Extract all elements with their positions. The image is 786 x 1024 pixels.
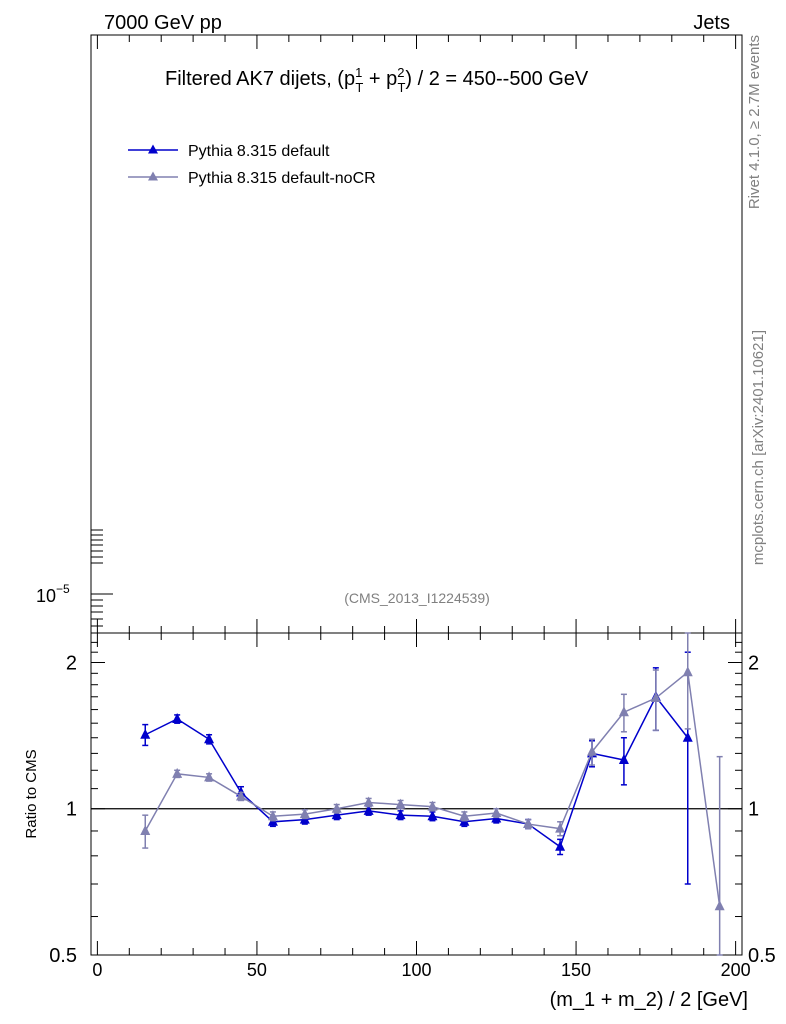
energy-label: 7000 GeV pp xyxy=(104,12,222,34)
legend-label-default: Pythia 8.315 default xyxy=(188,143,330,160)
ratio-panel-frame xyxy=(90,632,743,956)
data-point xyxy=(714,900,725,911)
mcplots-label: mcplots.cern.ch [arXiv:2401.10621] xyxy=(750,330,767,565)
y-tick-label-left: 2 xyxy=(66,652,77,674)
main-y-tick-label: 10−5 xyxy=(36,582,70,606)
data-point xyxy=(331,802,342,813)
data-point xyxy=(618,753,629,764)
data-point xyxy=(618,706,629,717)
process-label: Jets xyxy=(693,12,730,34)
data-point xyxy=(491,807,502,818)
series-line xyxy=(144,670,721,907)
data-point xyxy=(682,731,693,742)
legend-entry-default: Pythia 8.315 default xyxy=(128,143,330,160)
series-group xyxy=(140,632,725,956)
y-tick-label-right: 0.5 xyxy=(748,945,776,967)
x-tick-label: 200 xyxy=(721,960,751,980)
x-tick-label: 50 xyxy=(247,960,267,980)
data-point xyxy=(555,840,566,851)
title-sup-2: 2 xyxy=(397,65,404,80)
title-sub-1: T xyxy=(355,80,363,95)
data-point xyxy=(523,818,534,829)
y-tick-label-right: 2 xyxy=(748,652,759,674)
rivet-label: Rivet 4.1.0, ≥ 2.7M events xyxy=(746,35,763,209)
data-point xyxy=(204,771,215,782)
legend: Pythia 8.315 default Pythia 8.315 defaul… xyxy=(128,143,376,187)
legend-label-nocr: Pythia 8.315 default-noCR xyxy=(188,170,376,187)
plot-title: Filtered AK7 dijets, (p1 T + p2 T) / 2 = 4… xyxy=(165,65,589,95)
x-tick-label: 0 xyxy=(92,960,102,980)
legend-marker-default xyxy=(148,144,158,154)
data-point xyxy=(555,822,566,833)
title-sub-2: T xyxy=(397,80,405,95)
y-tick-label-left: 0.5 xyxy=(49,945,77,967)
series-1 xyxy=(140,632,725,956)
y-tick-label-right: 1 xyxy=(748,799,759,821)
data-point xyxy=(235,790,246,801)
data-point xyxy=(267,810,278,821)
ratio-ylabel: Ratio to CMS xyxy=(23,749,40,838)
data-point xyxy=(363,804,374,815)
data-point xyxy=(395,798,406,809)
data-point xyxy=(140,824,151,835)
x-tick-label: 150 xyxy=(561,960,591,980)
data-point xyxy=(395,809,406,820)
y-tick-label-left: 1 xyxy=(66,799,77,821)
main-y-ticks xyxy=(91,529,113,627)
data-point xyxy=(682,666,693,677)
series-line xyxy=(144,695,689,848)
data-point xyxy=(331,809,342,820)
data-point xyxy=(587,745,598,756)
data-point xyxy=(363,796,374,807)
data-point xyxy=(204,733,215,744)
title-sup-1: 1 xyxy=(355,65,362,80)
analysis-label: (CMS_2013_I1224539) xyxy=(344,590,490,606)
data-point xyxy=(427,800,438,811)
data-point xyxy=(650,692,661,703)
legend-marker-nocr xyxy=(148,171,158,181)
data-point xyxy=(140,728,151,739)
data-point xyxy=(299,808,310,819)
data-point xyxy=(459,810,470,821)
x-axis-label: (m_1 + m_2) / 2 [GeV] xyxy=(550,989,748,1011)
data-point xyxy=(172,767,183,778)
series-0 xyxy=(140,651,693,885)
data-point xyxy=(172,713,183,724)
main-panel-frame xyxy=(90,34,743,634)
x-tick-label: 100 xyxy=(401,960,431,980)
legend-entry-nocr: Pythia 8.315 default-noCR xyxy=(128,170,376,187)
data-point xyxy=(427,810,438,821)
